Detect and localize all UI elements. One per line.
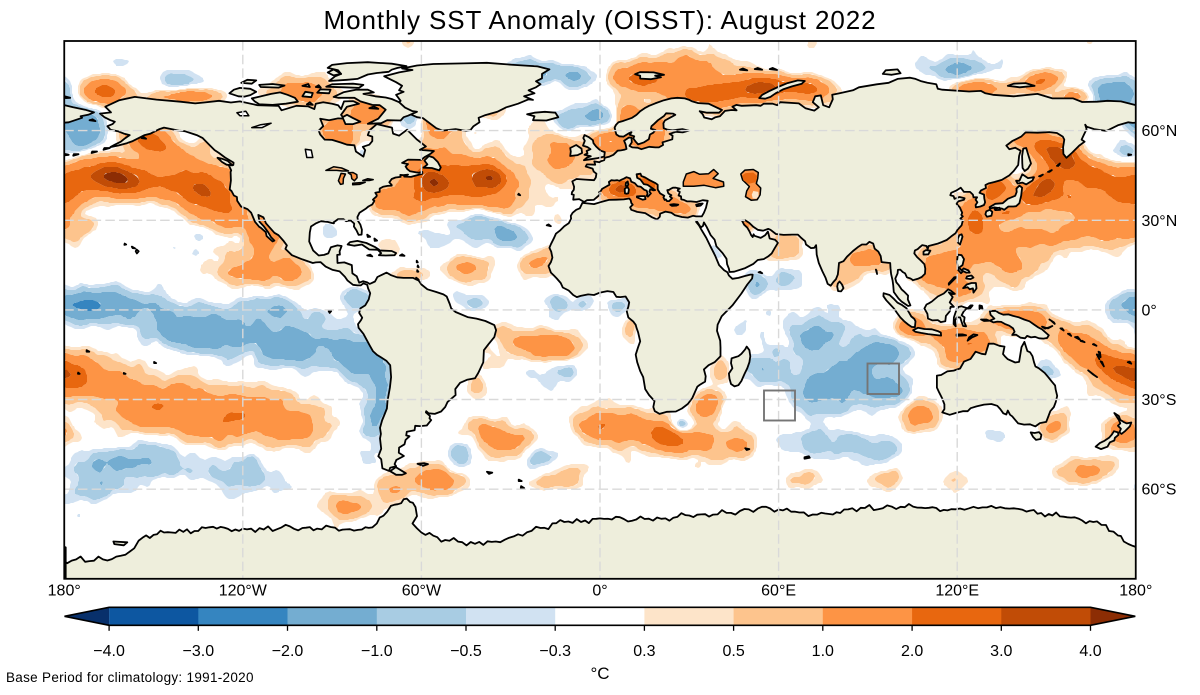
svg-text:−0.3: −0.3 <box>539 643 571 660</box>
svg-text:60°E: 60°E <box>761 583 796 600</box>
svg-text:120°W: 120°W <box>219 583 268 600</box>
svg-text:30°S: 30°S <box>1142 392 1177 409</box>
svg-text:2.0: 2.0 <box>901 643 923 660</box>
svg-text:−0.5: −0.5 <box>450 643 482 660</box>
svg-text:0.5: 0.5 <box>722 643 744 660</box>
svg-text:60°W: 60°W <box>402 583 442 600</box>
svg-text:0.3: 0.3 <box>633 643 655 660</box>
svg-text:3.0: 3.0 <box>990 643 1012 660</box>
svg-text:Monthly SST Anomaly (OISST): A: Monthly SST Anomaly (OISST): August 2022 <box>324 5 877 35</box>
svg-text:°C: °C <box>590 664 609 683</box>
svg-text:120°E: 120°E <box>935 583 979 600</box>
svg-text:1.0: 1.0 <box>812 643 834 660</box>
svg-text:−2.0: −2.0 <box>272 643 304 660</box>
svg-text:Base Period for climatology: 1: Base Period for climatology: 1991-2020 <box>6 670 254 685</box>
svg-text:4.0: 4.0 <box>1079 643 1101 660</box>
svg-text:0°: 0° <box>592 583 607 600</box>
svg-text:−4.0: −4.0 <box>93 643 125 660</box>
svg-text:0°: 0° <box>1142 302 1157 319</box>
svg-text:−1.0: −1.0 <box>361 643 393 660</box>
svg-text:30°N: 30°N <box>1142 213 1178 230</box>
svg-text:180°: 180° <box>48 583 81 600</box>
svg-text:60°N: 60°N <box>1142 123 1178 140</box>
svg-text:−3.0: −3.0 <box>183 643 215 660</box>
svg-text:180°: 180° <box>1119 583 1152 600</box>
svg-text:60°S: 60°S <box>1142 482 1177 499</box>
